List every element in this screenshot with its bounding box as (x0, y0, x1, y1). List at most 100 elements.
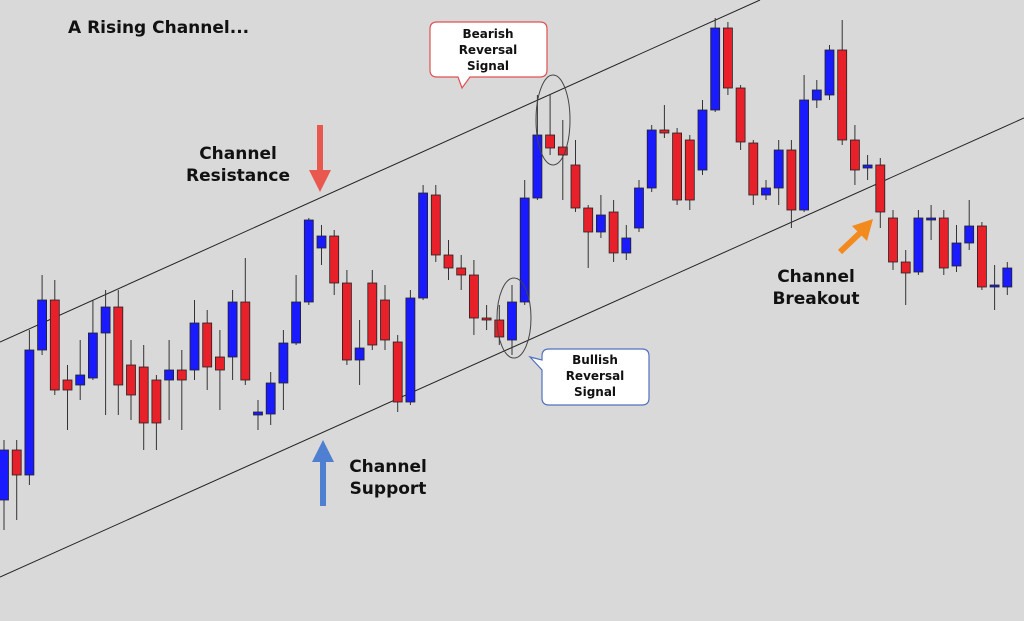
annotation: Channel (349, 457, 427, 477)
candle-body (684, 139, 695, 201)
candle-body (557, 146, 568, 156)
candle-body (710, 27, 721, 111)
chart-title: A Rising Channel... (68, 18, 249, 38)
candle-body (646, 129, 657, 189)
candle-body (532, 134, 543, 199)
candle-body (405, 297, 416, 403)
candle-body (494, 319, 505, 338)
candle-body (456, 267, 467, 276)
bearish-callout (429, 21, 548, 90)
candle-body (24, 349, 35, 476)
candle-body (837, 49, 848, 141)
candle-body (519, 197, 530, 303)
annotation: Support (350, 479, 427, 499)
candle-body (799, 99, 809, 211)
candle-body (697, 109, 708, 171)
candle-body (278, 342, 289, 384)
annotation: Breakout (772, 289, 859, 309)
candle-body (138, 366, 149, 424)
candle-body (88, 332, 98, 379)
resistance-line (0, 0, 761, 343)
candle-body (570, 164, 581, 209)
candle-body (977, 225, 987, 288)
candle-body (989, 284, 1000, 288)
candle-body (964, 225, 975, 244)
candle-body (75, 374, 86, 386)
candle-body (761, 187, 771, 196)
callout-text: Reversal (459, 43, 518, 57)
candle-body (786, 149, 797, 211)
candle-body (1002, 267, 1013, 288)
candle-body (0, 449, 9, 501)
candle-body (723, 27, 733, 89)
candle-body (443, 254, 454, 269)
candle-body (367, 282, 378, 346)
candle-body (189, 322, 200, 371)
candle-body (748, 142, 759, 196)
candle-body (265, 382, 276, 415)
candle-body (659, 129, 670, 134)
candle-body (214, 356, 225, 371)
candle-body (303, 219, 314, 303)
candle-body (354, 347, 365, 361)
candle-body (672, 132, 682, 201)
candle-body (151, 379, 162, 424)
candle-body (888, 217, 898, 263)
candle-body (62, 379, 73, 391)
callout-text: Bearish (462, 27, 513, 41)
candles (0, 18, 1013, 530)
candle-body (583, 207, 594, 233)
annotation: Channel (199, 144, 277, 164)
candle-body (875, 164, 886, 213)
candle-body (824, 49, 835, 96)
candle-body (621, 237, 632, 254)
candle-body (240, 301, 251, 381)
candle-body (850, 139, 860, 171)
candle-body (430, 194, 441, 256)
candle-body (900, 261, 911, 274)
callout-text: Bullish (572, 353, 618, 367)
bearish-circle (535, 74, 571, 166)
candle-body (418, 192, 429, 299)
bullish-callout (528, 348, 650, 406)
candle-body (126, 364, 136, 396)
candle-body (938, 217, 949, 269)
candle-body (608, 211, 619, 254)
candle-body (227, 301, 238, 358)
candle-body (37, 299, 47, 351)
candle-body (596, 214, 606, 233)
candle-body (291, 301, 302, 344)
candle-body (735, 87, 746, 143)
candle-body (507, 301, 517, 341)
candle-body (164, 369, 175, 381)
bullish-circle (496, 277, 532, 359)
candle-body (316, 235, 327, 249)
candle-body (11, 449, 22, 476)
candle-body (113, 306, 124, 386)
candle-body (634, 187, 644, 229)
candle-body (392, 341, 403, 403)
candle-body (49, 299, 60, 391)
callout-text: Signal (574, 385, 616, 399)
candle-body (545, 134, 555, 149)
candle-body (176, 369, 187, 381)
candle-body (380, 299, 390, 341)
candle-body (951, 242, 962, 267)
candle-body (202, 322, 213, 368)
candle-body (100, 306, 111, 334)
candle-body (253, 411, 263, 416)
candle-body (913, 217, 924, 273)
callout-text: Reversal (566, 369, 625, 383)
candle-body (341, 282, 352, 361)
candle-body (481, 317, 492, 321)
candle-body (862, 164, 873, 169)
annotation: Channel (777, 267, 855, 287)
candle-body (329, 235, 340, 284)
callout-text: Signal (467, 59, 509, 73)
breakout-arrow (837, 219, 873, 255)
annotation: Resistance (186, 166, 290, 186)
support-arrow (312, 440, 334, 506)
candle-body (468, 274, 479, 319)
